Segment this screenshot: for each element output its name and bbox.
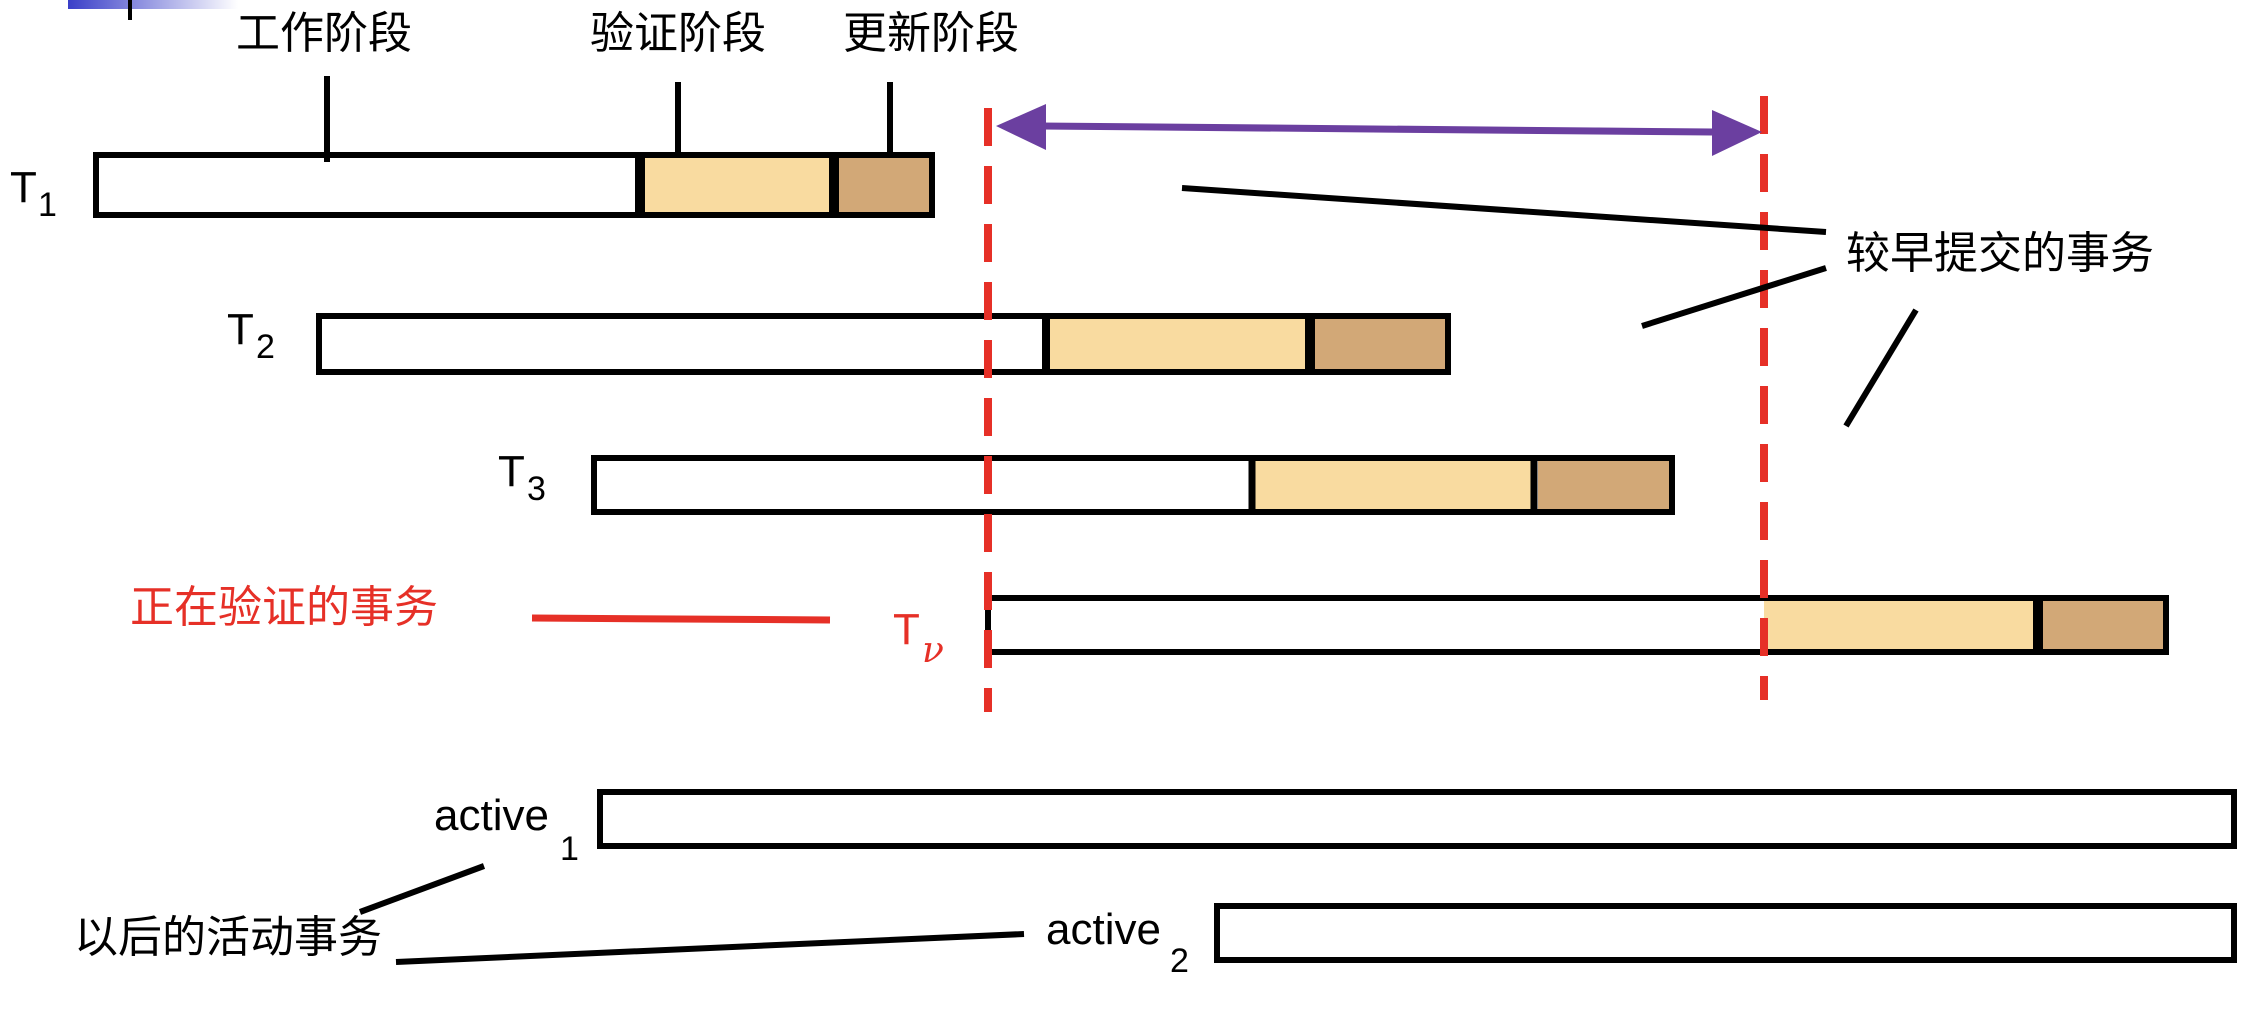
t3-label: T 3 xyxy=(498,447,546,508)
t1-label-main: T xyxy=(10,163,37,212)
t3-bar-outline xyxy=(591,455,1675,515)
update-phase-label: 更新阶段 xyxy=(843,8,1019,59)
tv-label-main: T xyxy=(893,605,920,654)
t1-label-sub: 1 xyxy=(38,186,57,224)
tv-bar xyxy=(985,595,2169,655)
active1-bar xyxy=(597,789,2237,849)
t1-update-phase xyxy=(836,155,930,215)
validate-phase-label: 验证阶段 xyxy=(590,8,766,59)
tv-label-sub: ν xyxy=(922,630,944,671)
validation-interval-arrow xyxy=(996,104,1762,156)
active1-label: active 1 xyxy=(434,791,579,868)
t1-bar-outline xyxy=(93,152,935,218)
corner-accent-bar xyxy=(68,0,238,9)
later-active-pointer-1 xyxy=(358,863,486,915)
active2-bar xyxy=(1214,903,2237,963)
active1-label-main: active xyxy=(434,791,549,840)
t1-validate-phase xyxy=(642,155,832,215)
t3-label-main: T xyxy=(498,447,525,496)
t2-bar xyxy=(316,313,1451,375)
t3-validate-phase xyxy=(1254,458,1534,512)
earlier-committed-pointer-t2 xyxy=(1641,265,1827,329)
arrow-head-left xyxy=(996,104,1046,150)
tv-validate-phase xyxy=(1764,598,2036,652)
validating-label: 正在验证的事务 xyxy=(130,582,438,633)
t2-update-phase xyxy=(1312,316,1448,372)
t2-label: T 2 xyxy=(227,305,275,366)
arrow-head-right xyxy=(1712,110,1762,156)
active2-label: active 2 xyxy=(1046,905,1189,980)
later-active-pointer-2 xyxy=(395,931,1025,965)
active2-label-main: active xyxy=(1046,905,1161,954)
arrow-shaft xyxy=(1039,122,1713,136)
t2-label-sub: 2 xyxy=(256,328,275,366)
validating-pointer xyxy=(531,614,831,624)
active1-label-sub: 1 xyxy=(560,830,579,868)
tv-update-phase xyxy=(2042,598,2166,652)
t2-label-main: T xyxy=(227,305,254,354)
tv-bar-outline xyxy=(985,595,2169,655)
work-phase-label: 工作阶段 xyxy=(236,8,412,59)
t3-label-sub: 3 xyxy=(527,470,546,508)
earlier-committed-pointer-t1 xyxy=(1181,185,1827,235)
earlier-committed-pointer-t3 xyxy=(1843,308,1919,428)
later-active-label: 以后的活动事务 xyxy=(74,912,382,963)
active2-label-sub: 2 xyxy=(1170,942,1189,980)
t2-bar-outline xyxy=(316,313,1451,375)
t3-bar xyxy=(591,455,1675,515)
t1-bar xyxy=(93,152,935,218)
t2-validate-phase xyxy=(1048,316,1308,372)
tv-label: T ν xyxy=(893,605,944,671)
t1-label: T 1 xyxy=(10,163,57,224)
t3-update-phase xyxy=(1538,458,1672,512)
earlier-committed-label: 较早提交的事务 xyxy=(1846,228,2154,279)
